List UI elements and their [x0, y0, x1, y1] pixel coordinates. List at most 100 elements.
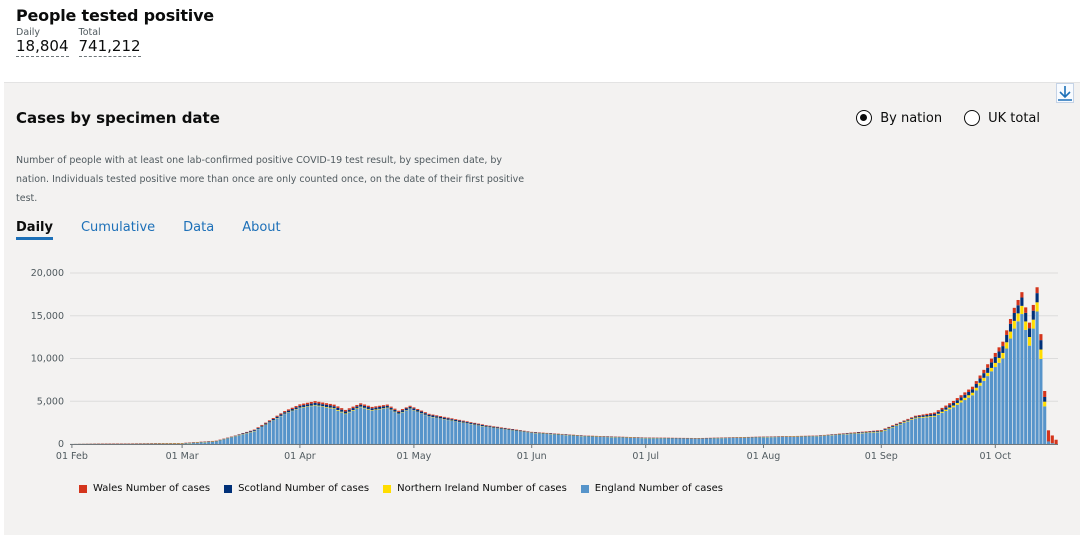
bar-segment-england — [975, 390, 978, 444]
bar-segment-wales — [344, 410, 347, 412]
legend-item-england[interactable]: England Number of cases — [581, 483, 723, 494]
bar-segment-scotland — [420, 412, 423, 414]
legend-item-wales[interactable]: Wales Number of cases — [79, 483, 210, 494]
bar-segment-wales — [314, 401, 317, 403]
bar-segment-england — [249, 432, 252, 444]
bar-segment-england — [762, 437, 765, 444]
bar-segment-scotland — [515, 430, 518, 431]
bar-segment-england — [572, 436, 575, 444]
bar-segment-scotland — [507, 429, 510, 430]
headline-summary: People tested positive Daily 18,804 Tota… — [16, 6, 214, 57]
bar-segment-england — [397, 414, 400, 444]
bar-segment-scotland — [450, 419, 453, 420]
bar-segment-northern-ireland — [990, 368, 993, 371]
bar-segment-scotland — [371, 408, 374, 410]
bar-segment-wales — [397, 411, 400, 412]
bar-segment-scotland — [914, 417, 917, 418]
bar-segment-wales — [249, 431, 252, 432]
bar-segment-northern-ireland — [363, 408, 366, 409]
bar-segment-england — [709, 438, 712, 444]
bar-segment-scotland — [287, 411, 290, 413]
x-tick-label: 01 Jun — [517, 451, 547, 462]
bar-segment-england — [336, 411, 339, 444]
bar-segment-scotland — [876, 431, 879, 432]
bar-segment-scotland — [1024, 313, 1027, 322]
bar-segment-northern-ireland — [929, 416, 932, 417]
bar-segment-northern-ireland — [1005, 342, 1008, 348]
bar-segment-wales — [253, 430, 256, 431]
bar-segment-wales — [952, 401, 955, 403]
bar-segment-wales — [956, 398, 959, 400]
bar-segment-scotland — [838, 434, 841, 435]
bar-segment-england — [754, 437, 757, 444]
bar-segment-scotland — [979, 379, 982, 383]
bar-segment-wales — [876, 430, 879, 431]
bar-segment-england — [1024, 330, 1027, 444]
legend-item-northern-ireland[interactable]: Northern Ireland Number of cases — [383, 483, 567, 494]
bar-segment-england — [602, 437, 605, 444]
bar-segment-england — [355, 409, 358, 444]
y-tick-label: 0 — [58, 439, 64, 450]
bar-segment-wales — [412, 407, 415, 408]
bar-segment-scotland — [363, 406, 366, 408]
bar-segment-wales — [447, 418, 450, 419]
bar-segment-england — [906, 421, 909, 444]
bar-segment-scotland — [325, 405, 328, 407]
bar-segment-scotland — [298, 406, 301, 408]
bar-segment-wales — [933, 413, 936, 414]
bar-segment-england — [405, 411, 408, 444]
bar-segment-england — [876, 432, 879, 444]
bar-segment-england — [393, 412, 396, 444]
bar-segment-scotland — [910, 418, 913, 419]
bar-segment-england — [941, 413, 944, 444]
bar-segment-england — [827, 436, 830, 444]
daily-value[interactable]: 18,804 — [16, 38, 69, 57]
bar-segment-wales — [443, 417, 446, 418]
bar-segment-england — [469, 424, 472, 444]
bar-segment-england — [409, 409, 412, 444]
bar-segment-wales — [1036, 287, 1039, 293]
y-tick-label: 5,000 — [37, 396, 64, 407]
bar-segment-england — [792, 437, 795, 444]
bar-segment-england — [694, 438, 697, 444]
bar-segment-wales — [317, 402, 320, 404]
bar-segment-england — [998, 363, 1001, 444]
bar-segment-england — [264, 425, 267, 444]
bar-segment-northern-ireland — [336, 410, 339, 411]
bar-segment-england — [713, 438, 716, 444]
bar-segment-england — [238, 435, 241, 444]
bar-segment-england — [485, 427, 488, 444]
legend-item-scotland[interactable]: Scotland Number of cases — [224, 483, 369, 494]
bar-segment-northern-ireland — [1017, 313, 1020, 321]
x-tick-label: 01 Feb — [56, 451, 88, 462]
bar-segment-northern-ireland — [344, 413, 347, 414]
bar-segment-wales — [333, 405, 336, 407]
bar-segment-scotland — [310, 404, 313, 406]
bar-segment-england — [359, 407, 362, 444]
bar-segment-england — [519, 431, 522, 444]
bar-segment-england — [515, 431, 518, 444]
bar-segment-england — [982, 381, 985, 444]
bar-segment-wales — [340, 408, 343, 410]
headline-stats: Daily 18,804 Total 741,212 — [16, 27, 214, 57]
bar-segment-scotland — [526, 432, 529, 433]
bar-segment-england — [728, 438, 731, 444]
bar-segment-england — [770, 437, 773, 444]
bar-segment-england — [705, 438, 708, 444]
bar-segment-scotland — [329, 406, 332, 408]
bar-segment-wales — [899, 422, 902, 423]
total-value[interactable]: 741,212 — [79, 38, 141, 57]
bar-segment-scotland — [428, 415, 431, 417]
bar-segment-scotland — [906, 420, 909, 421]
bar-segment-wales — [967, 390, 970, 392]
bar-segment-scotland — [245, 432, 248, 433]
bar-segment-scotland — [431, 415, 434, 417]
bar-segment-england — [895, 426, 898, 444]
bar-segment-scotland — [899, 423, 902, 424]
bar-segment-wales — [910, 417, 913, 418]
bar-segment-scotland — [956, 400, 959, 403]
bar-segment-england — [215, 441, 218, 444]
bar-segment-england — [614, 437, 617, 444]
bar-segment-england — [428, 417, 431, 444]
bar-segment-england — [511, 430, 514, 444]
